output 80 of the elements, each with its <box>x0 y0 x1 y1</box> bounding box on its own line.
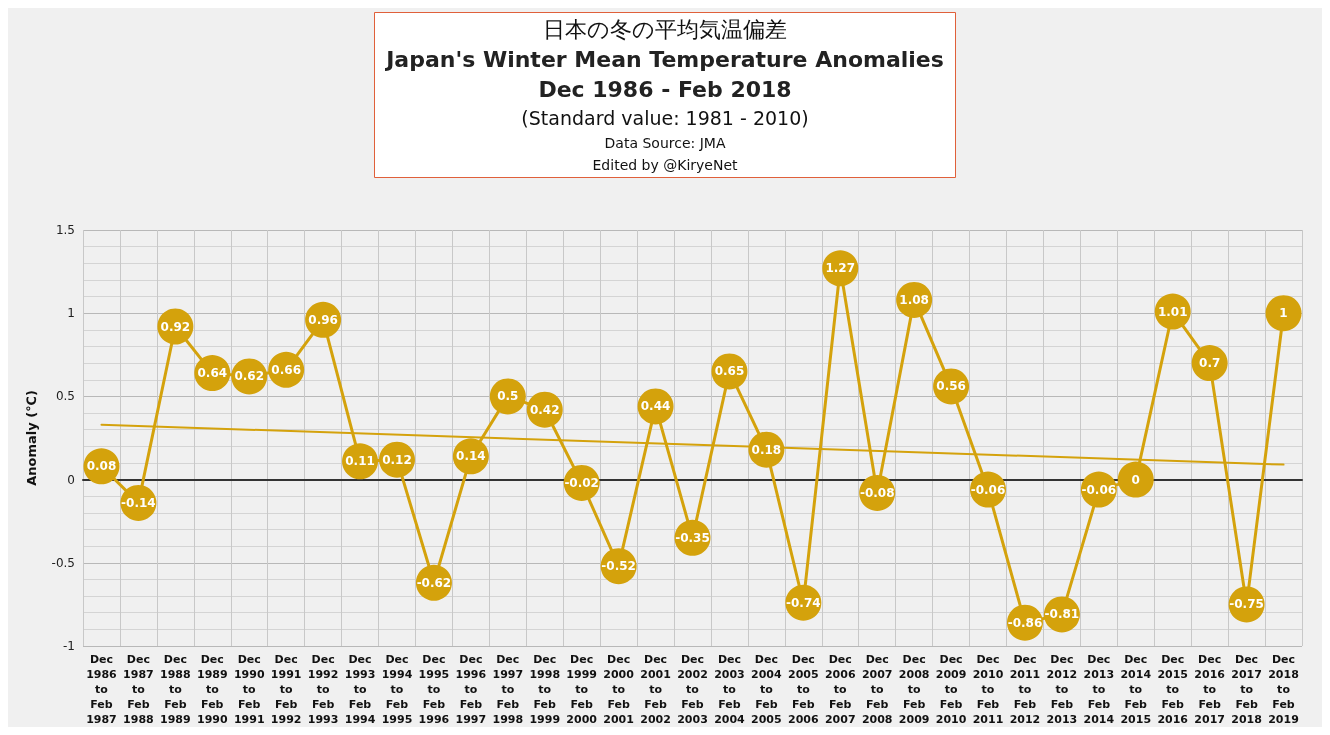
x-tick-label: Dec 1992 to Feb 1993 <box>307 653 339 726</box>
y-axis-title: Anomaly (℃) <box>24 390 39 486</box>
x-tick-label: Dec 2003 to Feb 2004 <box>714 653 746 726</box>
x-tick-label: Dec 1986 to Feb 1987 <box>86 653 118 726</box>
y-tick-label: 1.5 <box>55 223 75 237</box>
x-tick-label: Dec 2016 to Feb 2017 <box>1194 653 1226 726</box>
data-label: -0.62 <box>416 575 452 590</box>
x-tick-label: Dec 2005 to Feb 2006 <box>788 653 819 726</box>
data-label: 0.44 <box>640 399 671 414</box>
data-label: 0 <box>1131 472 1140 487</box>
data-label: 0.18 <box>751 442 782 457</box>
x-tick-label: Dec 1988 to Feb 1989 <box>160 653 191 726</box>
data-label: -0.86 <box>1007 615 1043 630</box>
text: (Standard value: 1981 - 2010) <box>521 107 809 129</box>
x-tick-label: Dec 1991 to Feb 1992 <box>270 653 302 726</box>
x-tick-label: Dec 2018 to Feb 2019 <box>1268 653 1299 726</box>
text: Edited by @KiryeNet <box>592 157 738 173</box>
data-label: 0.12 <box>382 452 412 467</box>
x-tick-label: Dec 2012 to Feb 2013 <box>1046 653 1078 726</box>
x-tick-label: Dec 2010 to Feb 2011 <box>972 653 1004 726</box>
data-label: -0.75 <box>1229 597 1264 612</box>
x-tick-label: Dec 1994 to Feb 1995 <box>381 653 413 726</box>
x-tick-label: Dec 2001 to Feb 2002 <box>640 653 671 726</box>
data-label: 0.5 <box>497 389 519 404</box>
x-tick-label: Dec 1993 to Feb 1994 <box>344 653 376 726</box>
data-label: 0.7 <box>1199 356 1221 371</box>
chart-title: 日本の冬の平均気温偏差 <box>543 16 787 42</box>
data-label: -0.35 <box>675 530 710 545</box>
x-tick-label: Dec 2015 to Feb 2016 <box>1157 653 1189 726</box>
x-tick-label: Dec 1987 to Feb 1988 <box>123 653 154 726</box>
data-label: 1.08 <box>899 292 929 307</box>
source-note: Data Source: JMA <box>604 135 726 151</box>
data-label: -0.02 <box>564 475 599 490</box>
y-tick-label: 0 <box>67 472 75 487</box>
data-label: 0.56 <box>936 379 966 394</box>
data-label: 0.65 <box>714 364 745 379</box>
x-tick-label: Dec 1999 to Feb 2000 <box>566 653 598 726</box>
y-tick-label: 0.5 <box>55 389 75 404</box>
y-tick-label: 1 <box>67 306 75 321</box>
x-tick-label: Dec 2009 to Feb 2010 <box>935 653 967 726</box>
x-tick-label: Dec 2006 to Feb 2007 <box>824 653 856 726</box>
x-tick-label: Dec 2013 to Feb 2014 <box>1083 653 1115 726</box>
y-tick-label: -0.5 <box>51 555 75 570</box>
data-label: -0.08 <box>859 485 895 500</box>
x-tick-label: Dec 2017 to Feb 2018 <box>1231 653 1262 726</box>
x-tick-label: Dec 2004 to Feb 2005 <box>751 653 783 726</box>
data-label: 0.11 <box>345 454 375 469</box>
data-label: 1.27 <box>825 261 856 276</box>
x-tick-label: Dec 1995 to Feb 1996 <box>418 653 450 726</box>
chart-subtitle: Japan's Winter Mean Temperature Anomalies Dec 1986 - Feb 2018 <box>384 46 944 102</box>
x-tick-label: Dec 2008 to Feb 2009 <box>898 653 930 726</box>
data-label: 0.08 <box>86 459 117 474</box>
point <box>1265 295 1302 332</box>
data-label: 0.92 <box>160 319 191 334</box>
data-label: 1.01 <box>1157 304 1188 319</box>
data-label: -0.74 <box>786 595 821 610</box>
point <box>1117 461 1154 498</box>
data-label: -0.06 <box>1081 482 1117 497</box>
x-tick-label: Dec 1997 to Feb 1998 <box>492 653 524 726</box>
x-tick-label: Dec 2007 to Feb 2008 <box>861 653 893 726</box>
data-label: -0.06 <box>970 482 1006 497</box>
x-tick-label: Dec 1990 to Feb 1991 <box>233 653 265 726</box>
data-label: -0.81 <box>1044 607 1080 622</box>
x-tick-label: Dec 2000 to Feb 2001 <box>603 653 635 726</box>
data-label: 1 <box>1279 306 1288 321</box>
data-label: 0.64 <box>197 366 228 381</box>
data-label: 0.42 <box>529 402 560 417</box>
x-tick-label: Dec 1996 to Feb 1997 <box>455 653 487 726</box>
data-label: 0.14 <box>456 449 486 464</box>
x-tick-label: Dec 2011 to Feb 2012 <box>1009 653 1041 726</box>
x-tick-label: Dec 2002 to Feb 2003 <box>677 653 708 726</box>
data-label: 0.96 <box>308 312 338 327</box>
x-tick-label: Dec 1989 to Feb 1990 <box>196 653 228 726</box>
data-label: -0.14 <box>121 495 156 510</box>
y-tick-label: -1 <box>63 639 75 653</box>
data-label: -0.52 <box>601 559 636 574</box>
data-label: 0.62 <box>234 369 265 384</box>
data-label: 0.66 <box>271 362 301 377</box>
x-tick-label: Dec 2014 to Feb 2015 <box>1120 653 1152 726</box>
x-tick-label: Dec 1998 to Feb 1999 <box>529 653 561 726</box>
